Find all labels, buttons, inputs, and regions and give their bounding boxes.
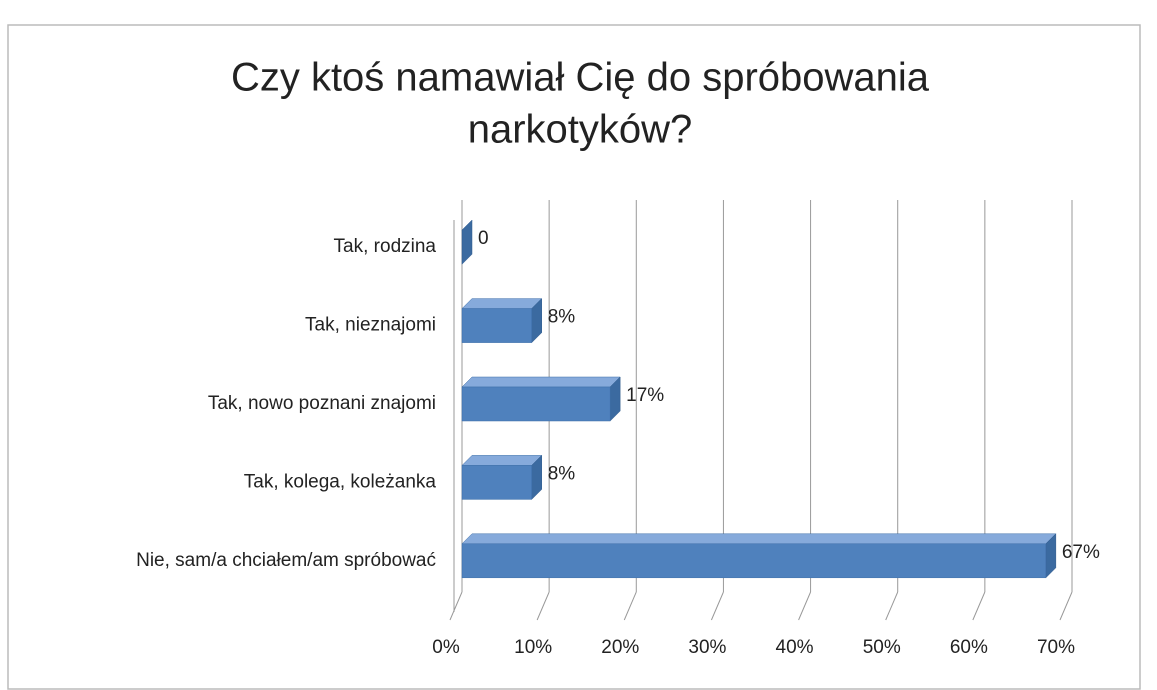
floor-line: [536, 591, 550, 621]
x-tick-label: 60%: [950, 637, 988, 658]
y-tick-label: Nie, sam/a chciałem/am spróbować: [136, 550, 436, 571]
value-label: 67%: [1062, 542, 1100, 563]
x-tick-label: 30%: [688, 637, 726, 658]
y-tick-label: Tak, rodzina: [334, 236, 437, 257]
x-tick-label: 40%: [776, 637, 814, 658]
chart-title: narkotyków?: [468, 108, 693, 152]
bar-side: [461, 219, 473, 265]
x-tick-label: 0%: [432, 637, 460, 658]
floor-line: [885, 591, 899, 621]
x-tick-label: 70%: [1037, 637, 1075, 658]
bar-top: [461, 455, 543, 466]
bar: [461, 308, 532, 343]
x-tick-label: 50%: [863, 637, 901, 658]
value-label: 8%: [548, 307, 576, 328]
chart-frame: [7, 24, 1141, 690]
value-label: 17%: [626, 385, 664, 406]
chart-title: Czy ktoś namawiał Cię do spróbowania: [231, 56, 930, 100]
bar: [461, 386, 611, 422]
y-tick-label: Tak, nowo poznani znajomi: [208, 393, 436, 414]
bar-top: [461, 298, 543, 309]
bar-top: [461, 533, 1057, 545]
floor-line: [1059, 591, 1073, 621]
y-tick-label: Tak, kolega, koleżanka: [244, 471, 437, 492]
floor-line: [972, 591, 986, 621]
floor-line: [623, 591, 637, 621]
floor-line: [449, 591, 463, 621]
value-label: 8%: [548, 463, 576, 484]
floor-line: [798, 591, 812, 621]
x-tick-label: 20%: [601, 637, 639, 658]
bar: [461, 543, 1047, 579]
y-tick-label: Tak, nieznajomi: [305, 315, 436, 336]
bar: [461, 465, 532, 500]
floor-line: [710, 591, 724, 621]
x-tick-label: 10%: [514, 637, 552, 658]
value-label: 0: [478, 228, 489, 249]
bar-top: [461, 376, 621, 388]
